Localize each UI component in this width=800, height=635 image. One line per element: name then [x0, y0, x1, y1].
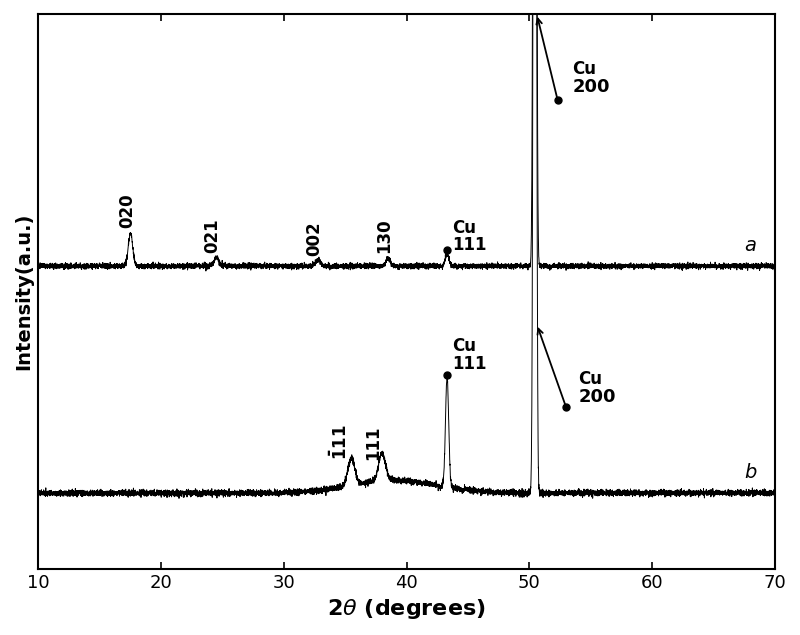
Text: 200: 200 [572, 78, 610, 96]
Y-axis label: Intensity(a.u.): Intensity(a.u.) [14, 213, 33, 370]
Text: 021: 021 [204, 219, 222, 253]
Text: 111: 111 [365, 425, 382, 460]
Text: 111: 111 [452, 355, 486, 373]
Text: 130: 130 [375, 219, 394, 253]
Text: b: b [744, 464, 756, 483]
Text: Cu: Cu [452, 337, 476, 356]
Text: 002: 002 [306, 222, 323, 256]
Text: 020: 020 [118, 194, 136, 228]
Text: $\mathregular{\bar{1}}$11: $\mathregular{\bar{1}}$11 [330, 425, 351, 460]
X-axis label: 2$\theta$ (degrees): 2$\theta$ (degrees) [327, 597, 486, 621]
Text: a: a [744, 236, 756, 255]
Text: Cu: Cu [578, 370, 602, 388]
Text: Cu: Cu [452, 219, 476, 237]
Text: 111: 111 [452, 236, 486, 255]
Text: Cu: Cu [572, 60, 596, 78]
Text: 200: 200 [578, 388, 616, 406]
